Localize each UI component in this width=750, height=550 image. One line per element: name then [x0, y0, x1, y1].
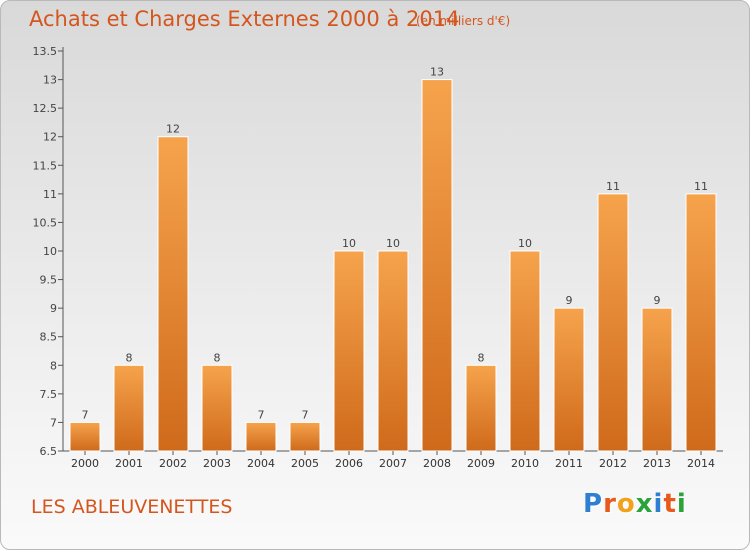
- y-tick-label: 8.5: [40, 331, 58, 344]
- y-tick-label: 12: [43, 131, 57, 144]
- x-tick-label: 2000: [71, 457, 99, 470]
- x-tick-label: 2006: [335, 457, 363, 470]
- x-tick-label: 2013: [643, 457, 671, 470]
- data-label: 10: [386, 237, 400, 250]
- y-tick-label: 10: [43, 245, 57, 258]
- data-label: 9: [566, 294, 573, 307]
- x-tick-label: 2003: [203, 457, 231, 470]
- data-label: 12: [166, 123, 180, 136]
- place-name: LES ABLEUVENETTES: [31, 496, 233, 518]
- data-label: 9: [654, 294, 661, 307]
- bar: [333, 250, 365, 452]
- y-tick-label: 6.5: [40, 445, 58, 458]
- y-tick-label: 7.5: [40, 388, 58, 401]
- y-tick-label: 10.5: [33, 216, 58, 229]
- bar: [597, 193, 629, 452]
- bar: [157, 136, 189, 452]
- bar: [113, 364, 145, 452]
- x-tick-label: 2012: [599, 457, 627, 470]
- x-tick-label: 2011: [555, 457, 583, 470]
- data-label: 11: [606, 180, 620, 193]
- bar: [245, 421, 277, 452]
- data-label: 7: [82, 408, 89, 421]
- logo-letter: x: [635, 489, 654, 519]
- bar: [509, 250, 541, 452]
- bar: [553, 307, 585, 452]
- data-label: 11: [694, 180, 708, 193]
- bar: [69, 421, 101, 452]
- logo-letter: i: [676, 489, 687, 519]
- x-tick-label: 2009: [467, 457, 495, 470]
- logo-letter: i: [653, 489, 664, 519]
- bar: [201, 364, 233, 452]
- y-tick-label: 13: [43, 74, 57, 87]
- proxiti-logo: Proxiti: [583, 489, 687, 519]
- y-tick-label: 9.5: [40, 274, 58, 287]
- x-tick-label: 2001: [115, 457, 143, 470]
- x-tick-label: 2007: [379, 457, 407, 470]
- bar: [685, 193, 717, 452]
- bar: [377, 250, 409, 452]
- y-tick-label: 9: [50, 302, 57, 315]
- y-tick-label: 13.5: [33, 45, 58, 58]
- data-label: 7: [302, 408, 309, 421]
- x-tick-label: 2014: [687, 457, 715, 470]
- x-tick-label: 2010: [511, 457, 539, 470]
- logo-letter: r: [603, 489, 617, 519]
- x-tick-label: 2002: [159, 457, 187, 470]
- y-tick-label: 7: [50, 416, 57, 429]
- x-tick-label: 2004: [247, 457, 275, 470]
- data-label: 13: [430, 66, 444, 79]
- data-label: 8: [126, 351, 133, 364]
- data-label: 10: [518, 237, 532, 250]
- bar: [641, 307, 673, 452]
- bar: [421, 79, 453, 452]
- bar: [465, 364, 497, 452]
- data-label: 8: [478, 351, 485, 364]
- y-tick-label: 11: [43, 188, 57, 201]
- chart-title: Achats et Charges Externes 2000 à 2014: [29, 7, 460, 31]
- logo-letter: o: [616, 489, 636, 519]
- y-tick-label: 8: [50, 359, 57, 372]
- x-tick-label: 2008: [423, 457, 451, 470]
- logo-letter: t: [663, 489, 677, 519]
- data-label: 10: [342, 237, 356, 250]
- chart-subtitle: (en milliers d'€): [416, 14, 511, 28]
- bar: [289, 421, 321, 452]
- y-tick-label: 11.5: [33, 159, 58, 172]
- x-tick-label: 2005: [291, 457, 319, 470]
- data-label: 8: [214, 351, 221, 364]
- y-tick-label: 12.5: [33, 102, 58, 115]
- logo-letter: P: [583, 489, 604, 519]
- data-label: 7: [258, 408, 265, 421]
